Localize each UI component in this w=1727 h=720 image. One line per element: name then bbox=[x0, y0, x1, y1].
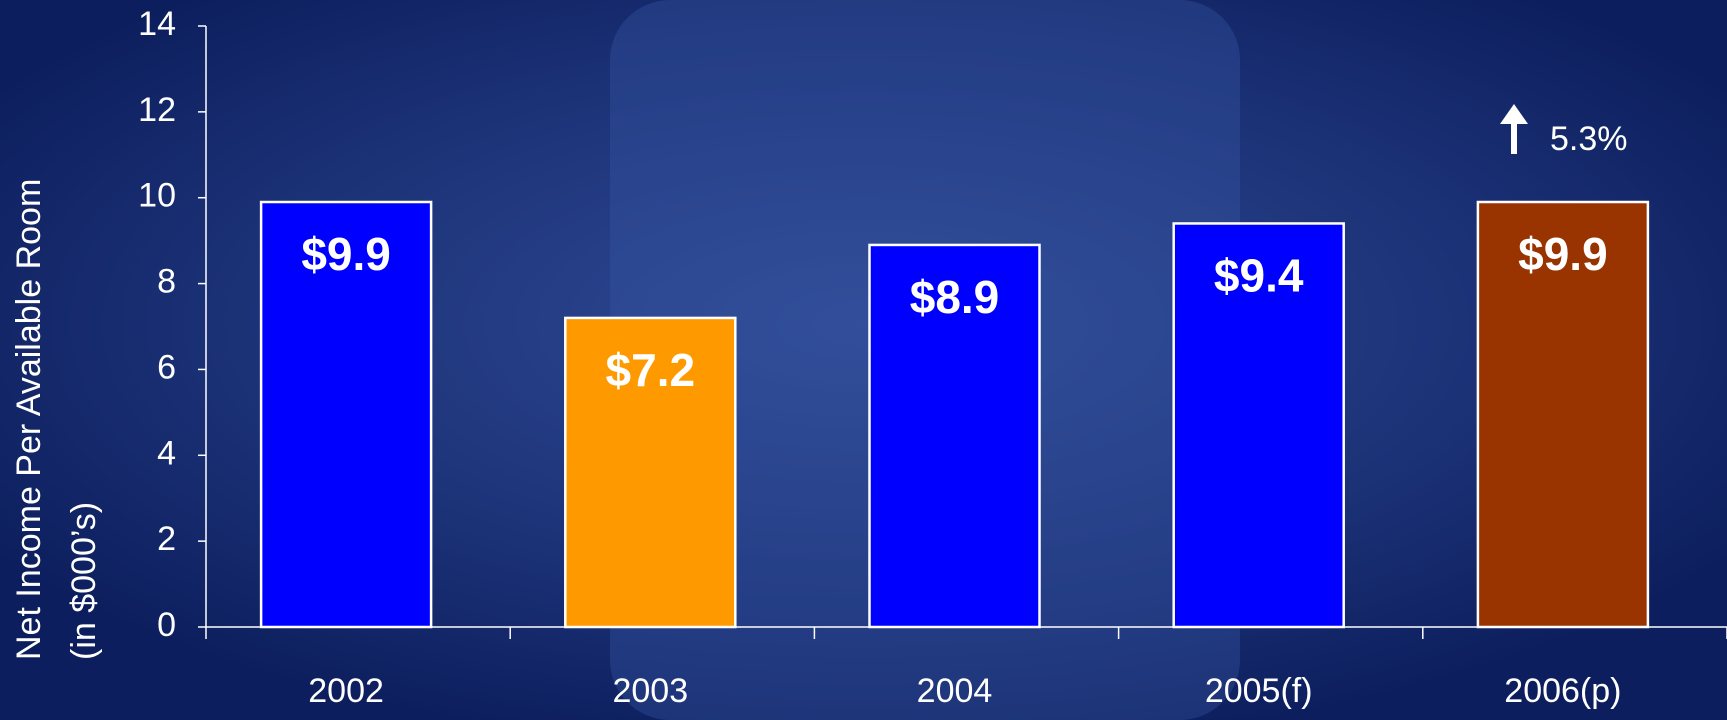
y-tick-label: 4 bbox=[157, 434, 176, 472]
value-label: $9.9 bbox=[1518, 228, 1608, 280]
y-tick-label: 10 bbox=[138, 177, 176, 215]
annotation: 5.3% bbox=[1550, 120, 1628, 158]
x-tick-label: 2004 bbox=[917, 672, 993, 710]
y-axis-label: Net Income Per Available Room bbox=[10, 179, 48, 660]
value-label: $8.9 bbox=[910, 271, 1000, 323]
x-tick-label: 2005(f) bbox=[1205, 672, 1313, 710]
y-tick-label: 0 bbox=[157, 606, 176, 644]
value-label: $9.9 bbox=[301, 228, 391, 280]
value-label: $7.2 bbox=[606, 344, 696, 396]
y-axis-label: (in $000’s) bbox=[65, 502, 103, 660]
x-tick-label: 2003 bbox=[612, 672, 688, 710]
x-tick-label: 2002 bbox=[308, 672, 384, 710]
y-tick-label: 2 bbox=[157, 520, 176, 558]
chart: Net Income Per Available Room (in $000’s… bbox=[0, 0, 1727, 720]
x-tick-label: 2006(p) bbox=[1504, 672, 1621, 710]
value-label: $9.4 bbox=[1214, 250, 1304, 302]
page: Net Income Per Available Room (in $000’s… bbox=[0, 0, 1727, 720]
y-tick-label: 14 bbox=[138, 5, 176, 43]
y-tick-label: 12 bbox=[138, 91, 176, 129]
y-tick-label: 6 bbox=[157, 348, 176, 386]
y-tick-label: 8 bbox=[157, 263, 176, 301]
